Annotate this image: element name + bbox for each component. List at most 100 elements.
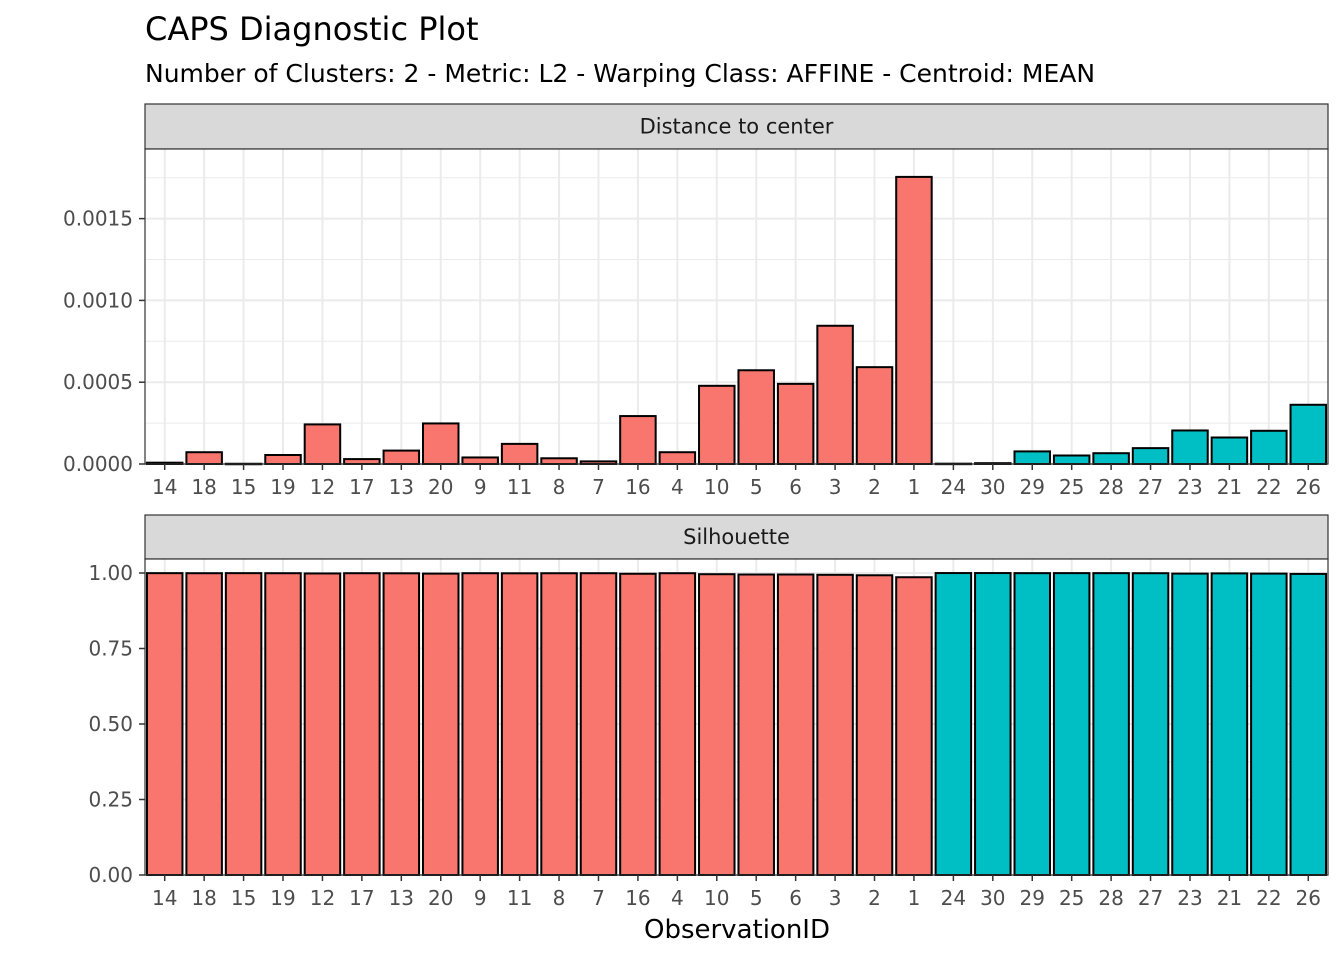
bar-26 [1289,572,1328,876]
bar-8 [540,572,578,876]
x-tick-label: 16 [625,886,650,910]
bar-10 [698,384,736,465]
bar-11 [500,572,539,876]
bar-26 [1289,403,1328,466]
x-tick-label: 19 [270,475,295,499]
bar-2 [855,574,894,876]
bar-4 [658,572,697,877]
x-tick-label: 20 [428,886,453,910]
x-tick-label: 20 [428,475,453,499]
x-tick-label: 15 [231,475,256,499]
y-tick-label: 0.50 [88,712,133,736]
bar-27 [1131,572,1170,877]
facet-strip-label: Silhouette [683,525,790,549]
bar-18 [185,572,223,877]
x-tick-label: 24 [941,886,966,910]
x-tick-label: 21 [1217,475,1242,499]
bar-13 [382,572,421,876]
x-tick-label: 27 [1138,475,1163,499]
bar-1 [895,175,933,466]
x-tick-label: 16 [625,475,650,499]
bar-9 [461,456,499,465]
x-tick-label: 6 [789,475,802,499]
x-tick-label: 2 [868,886,881,910]
x-tick-label: 8 [553,886,566,910]
x-tick-label: 27 [1138,886,1163,910]
x-tick-label: 30 [980,475,1005,499]
bar-18 [185,451,223,466]
bar-10 [698,573,736,876]
y-tick-label: 0.0005 [63,370,133,394]
bar-28 [1092,572,1130,876]
bar-7 [579,572,618,877]
x-tick-label: 25 [1059,475,1084,499]
x-tick-label: 12 [310,475,335,499]
facet-strip-label: Distance to center [640,115,834,139]
bar-8 [540,457,578,465]
x-tick-label: 10 [704,475,729,499]
x-tick-label: 12 [310,886,335,910]
x-tick-label: 17 [349,886,374,910]
bar-16 [619,415,657,466]
bar-16 [619,572,657,876]
x-tick-label: 14 [152,886,177,910]
x-tick-label: 26 [1296,475,1321,499]
bar-29 [1013,572,1051,876]
x-tick-label: 23 [1177,886,1202,910]
bar-5 [737,369,775,466]
x-tick-label: 9 [474,886,487,910]
bar-22 [1250,429,1288,465]
x-tick-label: 22 [1256,886,1281,910]
bar-23 [1171,429,1209,465]
bar-28 [1092,452,1130,465]
panel-1: Distance to center 0.0000 0.0005 0.0010 0.00… [63,103,1329,499]
bar-21 [1210,436,1249,465]
bar-4 [658,451,697,466]
x-tick-label: 25 [1059,886,1084,910]
x-tick-label: 24 [941,475,966,499]
bar-29 [1013,450,1051,466]
x-tick-label: 28 [1098,886,1123,910]
y-tick-label: 0.0015 [63,207,133,231]
bar-12 [303,423,342,465]
bar-6 [776,382,815,465]
x-tick-label: 17 [349,475,374,499]
bar-19 [264,454,302,465]
bar-5 [737,573,775,876]
x-tick-label: 29 [1020,475,1045,499]
bar-19 [264,572,302,877]
x-tick-label: 30 [980,886,1005,910]
bar-9 [461,572,499,877]
panel-border [144,558,1329,876]
panel-background [145,149,1328,464]
x-tick-label: 18 [191,475,216,499]
facet-strip [144,514,1329,560]
bar-24 [934,572,973,877]
x-tick-label: 21 [1217,886,1242,910]
x-tick-label: 2 [868,475,881,499]
x-tick-label: 3 [829,886,842,910]
x-tick-label: 7 [592,886,605,910]
facet-panels: Distance to center0.00000.00050.00100.00… [63,103,1329,910]
bar-3 [816,573,854,876]
x-tick-label: 29 [1020,886,1045,910]
x-tick-label: 7 [592,475,605,499]
x-tick-label: 13 [389,475,414,499]
x-tick-label: 4 [671,886,684,910]
bar-12 [303,572,342,876]
bar-2 [855,366,894,465]
x-tick-label: 5 [750,475,763,499]
bar-14 [145,572,184,876]
bar-1 [895,576,933,877]
chart-title: CAPS Diagnostic Plot [145,10,479,48]
bar-17 [343,572,381,877]
bar-21 [1210,572,1249,876]
bar-25 [1052,454,1091,465]
x-tick-label: 18 [191,886,216,910]
bar-23 [1171,572,1209,876]
x-tick-label: 1 [908,475,921,499]
x-tick-label: 1 [908,886,921,910]
x-tick-label: 26 [1296,886,1321,910]
x-tick-label: 15 [231,886,256,910]
